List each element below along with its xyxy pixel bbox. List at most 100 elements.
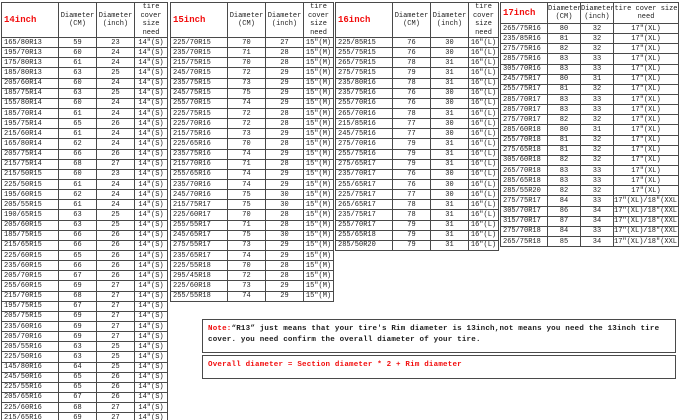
diameter-cell: 26 [96,391,135,404]
diameter-cell: 72 [227,270,266,282]
tire-size-cell: 235/65R17 [170,249,228,262]
tire-size-cell: 215/75R17 [170,199,228,211]
cover-size-cell: 15″(M) [303,219,334,231]
tire-size-cell: 245/70R15 [170,67,228,79]
diameter-cell: 25 [96,209,135,221]
cover-size-cell: 17″(XL) [613,53,679,65]
diameter-cell: 75 [227,229,266,241]
table-row: 235/75R16 74 29 15″(M) [170,148,334,160]
cover-size-cell: 15″(M) [303,280,334,292]
diameter-cell: 67 [58,300,97,312]
column-header: tire cover size need [468,2,499,38]
table-row: 285/75R16 83 33 17″(XL) [500,53,679,65]
cover-size-cell: 14″(S) [134,128,168,140]
diameter-cell: 74 [227,148,266,160]
tire-size-cell: 255/70R18 [500,134,548,146]
cover-size-cell: 14″(S) [134,219,168,231]
diameter-cell: 26 [96,118,135,130]
diameter-cell: 25 [96,341,135,353]
cover-size-cell: 15″(M) [303,47,334,59]
diameter-cell: 32 [580,134,614,146]
cover-size-cell: 14″(S) [134,57,168,69]
diameter-cell: 70 [227,57,266,69]
cover-size-cell: 14″(S) [134,148,168,160]
diameter-cell: 84 [547,195,581,207]
table-row: 215/75R15 70 28 15″(M) [170,57,334,69]
cover-size-cell: 14″(S) [134,270,168,282]
table-row: 275/55R17 73 29 15″(M) [170,239,334,251]
tire-size-cell: 205/70R16 [1,331,59,343]
cover-size-cell: 15″(M) [303,189,334,201]
diameter-cell: 34 [580,235,614,248]
tire-size-cell: 255/75R15 [335,47,393,59]
table-title-16inch: 16inch [335,2,393,38]
diameter-cell: 60 [58,168,97,180]
column-header: Diameter (inch) [580,2,614,24]
diameter-cell: 26 [96,260,135,272]
cover-size-cell: 17″(XL)/18″(XXL) [613,205,679,217]
column-header: Diameter (inch) [265,2,304,38]
tire-size-cell: 215/65R16 [1,412,59,420]
tire-size-cell: 185/80R13 [1,67,59,79]
diameter-cell: 29 [265,97,304,109]
table-row: 275/70R16 79 31 16″(L) [335,138,499,150]
table-row: 255/75R15 76 30 16″(L) [335,47,499,59]
tire-size-cell: 305/70R17 [500,205,548,217]
tire-size-cell: 235/75R15 [170,77,228,89]
diameter-cell: 77 [392,189,431,201]
diameter-cell: 29 [265,77,304,89]
cover-size-cell: 14″(S) [134,249,168,262]
diameter-cell: 76 [392,47,431,59]
diameter-cell: 32 [580,185,614,197]
diameter-cell: 69 [58,280,97,292]
diameter-cell: 23 [96,36,135,49]
table-row: 245/75R16 77 30 16″(L) [335,128,499,140]
cover-size-cell: 16″(L) [468,118,499,130]
diameter-cell: 24 [96,178,135,191]
cover-size-cell: 15″(M) [303,168,334,180]
diameter-cell: 59 [58,36,97,49]
diameter-cell: 28 [265,118,304,130]
table-row: 225/55R18 70 28 15″(M) [170,260,334,272]
cover-size-cell: 14″(S) [134,391,168,404]
tire-size-cell: 185/75R14 [1,87,59,99]
cover-size-cell: 16″(L) [468,97,499,109]
diameter-cell: 31 [430,107,469,120]
cover-size-cell: 16″(L) [468,36,499,49]
diameter-cell: 31 [430,57,469,69]
cover-size-cell: 16″(L) [468,178,499,191]
tire-size-cell: 275/75R16 [500,43,548,55]
diameter-cell: 24 [96,189,135,201]
cover-size-cell: 16″(L) [468,87,499,99]
diameter-cell: 27 [96,310,135,322]
table-row: 255/75R16 79 31 16″(L) [335,148,499,160]
cover-size-cell: 15″(M) [303,97,334,109]
diameter-cell: 71 [227,219,266,231]
diameter-cell: 75 [227,199,266,211]
table-row: 195/70R13 60 24 14″(S) [1,47,168,59]
diameter-cell: 30 [265,229,304,241]
table-row: 265/70R16 78 31 16″(L) [335,107,499,120]
diameter-cell: 25 [96,87,135,99]
cover-size-cell: 14″(S) [134,36,168,49]
diameter-cell: 79 [392,148,431,160]
tire-size-cell: 225/70R15 [170,36,228,49]
diameter-cell: 29 [265,178,304,191]
tire-size-cell: 255/75R17 [500,83,548,95]
note-box: Note:“R13” just means that your tire's R… [202,319,676,353]
tire-size-cell: 225/60R18 [170,280,228,292]
diameter-cell: 79 [392,67,431,79]
tire-size-cell: 175/80R13 [1,57,59,69]
cover-size-cell: 15″(M) [303,178,334,191]
tire-size-cell: 285/60R18 [500,124,548,136]
table-row: 225/75R17 77 30 16″(L) [335,189,499,201]
diameter-cell: 80 [547,22,581,35]
diameter-cell: 68 [58,158,97,170]
diameter-cell: 61 [58,128,97,140]
table-row: 255/75R17 81 32 17″(XL) [500,83,679,95]
tire-size-cell: 205/65R16 [1,391,59,404]
diameter-cell: 27 [265,36,304,49]
diameter-cell: 31 [430,209,469,221]
diameter-cell: 26 [96,148,135,160]
cover-size-cell: 16″(L) [468,199,499,211]
